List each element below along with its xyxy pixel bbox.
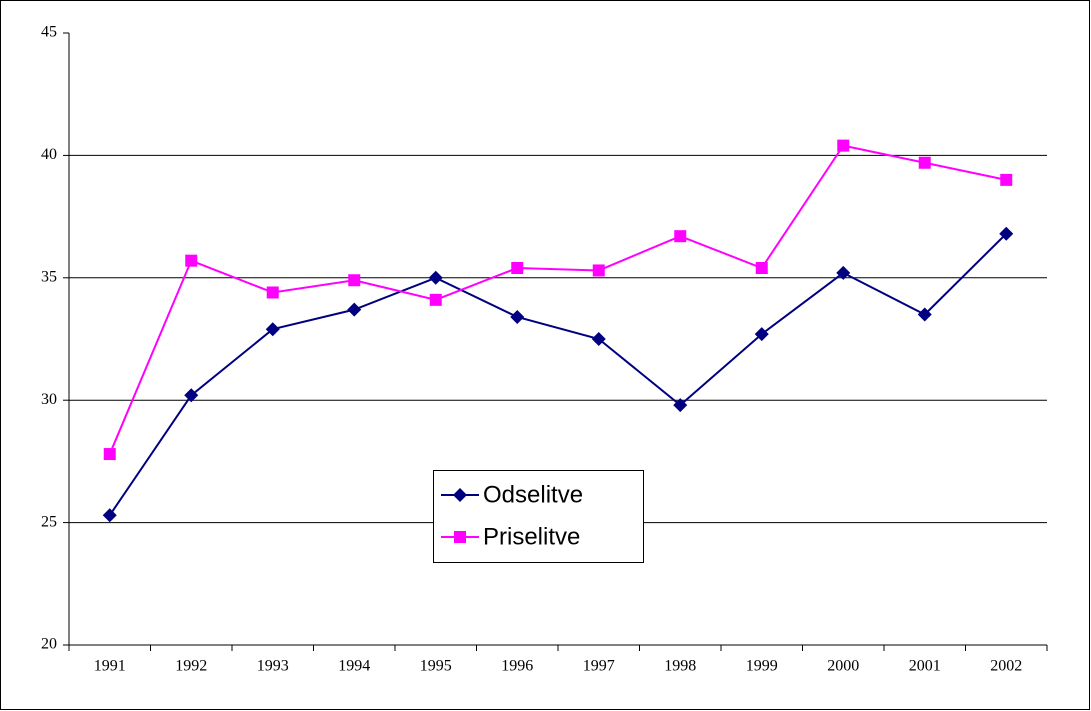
marker <box>755 262 768 275</box>
x-tick-label: 2000 <box>827 658 859 675</box>
marker <box>673 398 688 413</box>
marker <box>429 293 442 306</box>
marker <box>591 332 606 346</box>
marker <box>999 226 1014 241</box>
x-tick-label: 2001 <box>909 658 941 675</box>
x-tick-label: 1993 <box>257 658 289 675</box>
marker <box>674 230 687 243</box>
y-tick-label: 25 <box>41 513 57 530</box>
marker <box>837 139 850 152</box>
marker <box>592 264 605 277</box>
x-tick-label: 1991 <box>94 658 126 675</box>
marker <box>511 262 524 275</box>
marker <box>184 388 199 403</box>
y-tick-label: 45 <box>41 24 57 41</box>
marker <box>185 254 198 267</box>
legend-label: Odselitve <box>483 481 583 508</box>
x-tick-label: 1998 <box>664 658 696 675</box>
marker <box>348 274 361 287</box>
x-tick-label: 1997 <box>583 658 615 675</box>
x-tick-label: 2002 <box>990 658 1022 675</box>
y-tick-label: 20 <box>41 636 57 653</box>
y-tick-label: 35 <box>41 268 57 285</box>
legend-box <box>433 470 644 563</box>
marker <box>1000 173 1013 186</box>
series-line <box>108 233 1007 516</box>
x-tick-label: 1992 <box>175 658 207 675</box>
x-tick-label: 1996 <box>501 658 533 675</box>
marker <box>918 156 931 169</box>
x-tick-label: 1999 <box>746 658 778 675</box>
marker <box>265 322 280 337</box>
y-tick-label: 30 <box>41 391 57 408</box>
marker <box>454 531 466 543</box>
marker <box>917 307 932 322</box>
series-line <box>108 144 1007 455</box>
x-tick-label: 1994 <box>338 658 370 675</box>
marker <box>103 448 116 461</box>
y-tick-label: 40 <box>41 146 57 163</box>
marker <box>453 488 467 502</box>
marker <box>510 309 525 324</box>
marker <box>266 286 279 299</box>
marker <box>102 508 117 523</box>
legend-label: Priselitve <box>483 523 580 550</box>
x-tick-label: 1995 <box>420 658 452 675</box>
marker <box>754 327 769 342</box>
marker <box>428 270 443 285</box>
marker <box>347 302 362 317</box>
marker <box>836 265 851 280</box>
